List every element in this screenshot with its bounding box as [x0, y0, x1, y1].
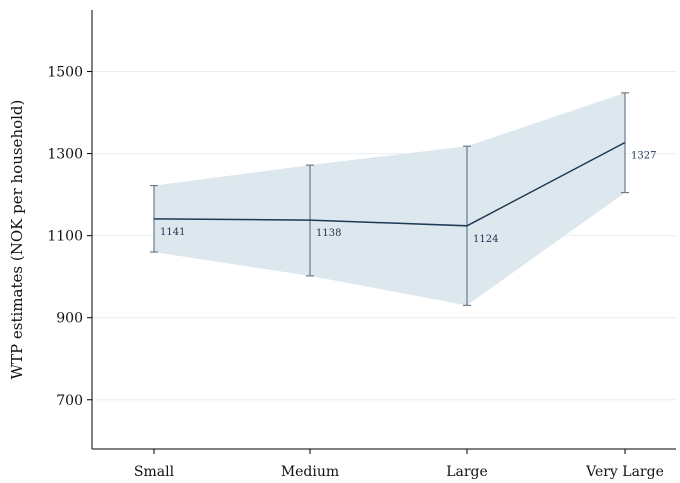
y-tick-label-4: 1500: [47, 65, 83, 81]
data-label-2: 1124: [473, 234, 498, 245]
x-tick-label-1: Medium: [281, 464, 339, 480]
y-axis-title: WTP estimates (NOK per household): [8, 100, 26, 380]
x-tick-label-3: Very Large: [585, 464, 664, 480]
data-labels: 1141 1138 1124 1327: [160, 151, 656, 245]
y-tick-label-0: 700: [56, 393, 83, 409]
y-tick-label-3: 1300: [47, 147, 83, 163]
y-ticks: 700 900 1100 1300 1500: [47, 65, 92, 409]
confidence-band: [154, 92, 625, 306]
data-label-3: 1327: [631, 151, 656, 162]
y-tick-label-2: 1100: [47, 229, 83, 245]
x-ticks: Small Medium Large Very Large: [134, 449, 664, 480]
data-label-1: 1138: [316, 228, 341, 239]
estimate-line: [153, 141, 626, 227]
x-tick-label-2: Large: [446, 464, 488, 480]
data-label-0: 1141: [160, 227, 185, 238]
x-tick-label-0: Small: [134, 464, 175, 480]
y-tick-label-1: 900: [56, 311, 83, 327]
